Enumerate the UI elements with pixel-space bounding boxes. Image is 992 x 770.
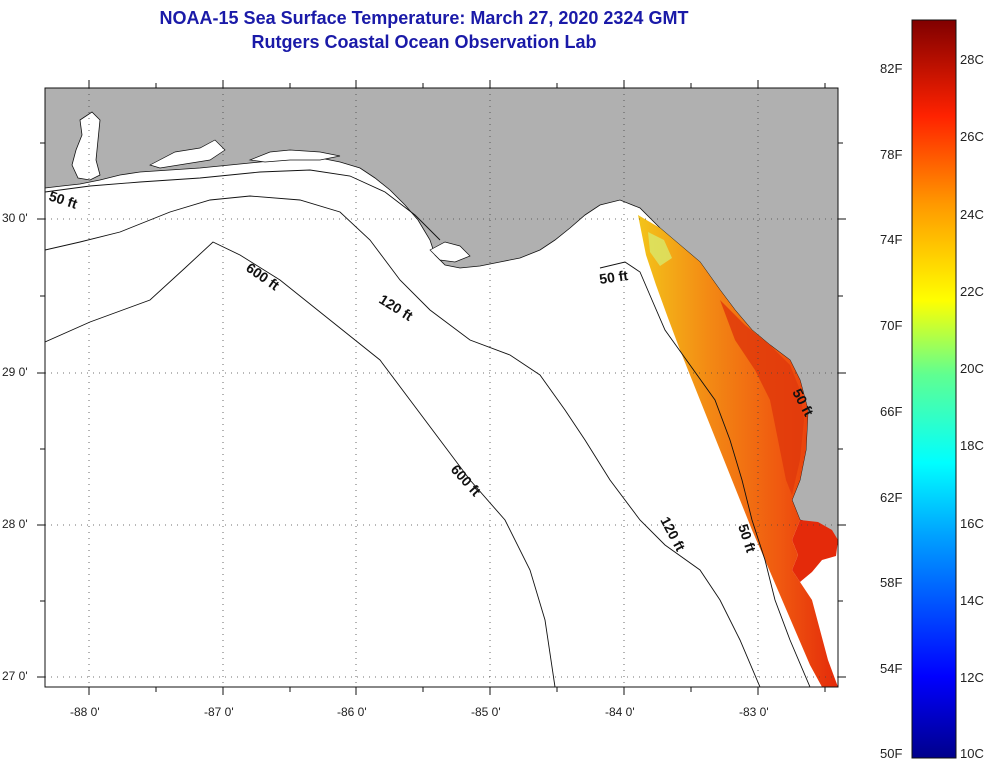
contour-50ft-north — [45, 169, 441, 241]
axis-ticks — [37, 80, 846, 695]
colorbar — [911, 19, 957, 759]
colorbar-c-label: 18C — [960, 438, 984, 453]
map-frame — [44, 87, 839, 688]
land-mass — [45, 88, 838, 546]
tampa-bay — [792, 520, 838, 582]
colorbar-c-label: 16C — [960, 516, 984, 531]
colorbar-f-label: 62F — [880, 490, 903, 505]
lat-label-28: 28 0' — [2, 517, 28, 531]
colorbar-c-label: 14C — [960, 593, 984, 608]
sst-warm-core — [720, 300, 804, 495]
graticule — [45, 88, 838, 687]
colorbar-c-label: 12C — [960, 670, 984, 685]
sst-swath — [638, 215, 838, 687]
contour-50ft-east — [599, 261, 811, 687]
apalachicola-bay — [429, 241, 471, 263]
map-subtitle: Rutgers Coastal Ocean Observation Lab — [251, 32, 597, 52]
depth-contours — [45, 169, 811, 687]
colorbar-f-label: 50F — [880, 746, 903, 761]
colorbar-c-label: 24C — [960, 207, 984, 222]
colorbar-c-label: 28C — [960, 52, 984, 67]
lon-label-85: -85 0' — [471, 705, 501, 719]
colorbar-f-label: 78F — [880, 147, 903, 162]
lon-label-86: -86 0' — [337, 705, 367, 719]
colorbar-c-label: 20C — [960, 361, 984, 376]
lon-label-87: -87 0' — [204, 705, 234, 719]
contour-label: 50 ft — [598, 267, 629, 287]
colorbar-f-label: 82F — [880, 61, 903, 76]
lat-label-29: 29 0' — [2, 365, 28, 379]
lon-label-83: -83 0' — [739, 705, 769, 719]
sst-cool-patch — [648, 232, 672, 266]
lat-label-27: 27 0' — [2, 669, 28, 683]
pensacola-bay — [149, 139, 226, 169]
map-title: NOAA-15 Sea Surface Temperature: March 2… — [159, 8, 689, 28]
contour-600ft — [45, 241, 556, 687]
lat-label-30: 30 0' — [2, 211, 28, 225]
colorbar-c-label: 22C — [960, 284, 984, 299]
colorbar-f-label: 54F — [880, 661, 903, 676]
colorbar-f-label: 58F — [880, 575, 903, 590]
lon-label-84: -84 0' — [605, 705, 635, 719]
colorbar-f-label: 74F — [880, 232, 903, 247]
colorbar-c-label: 10C — [960, 746, 984, 761]
contour-120ft-north — [45, 195, 761, 687]
lon-label-88: -88 0' — [70, 705, 100, 719]
choctawhatchee-bay — [248, 149, 341, 163]
mobile-bay — [71, 111, 101, 181]
colorbar-f-label: 70F — [880, 318, 903, 333]
colorbar-c-label: 26C — [960, 129, 984, 144]
colorbar-f-label: 66F — [880, 404, 903, 419]
